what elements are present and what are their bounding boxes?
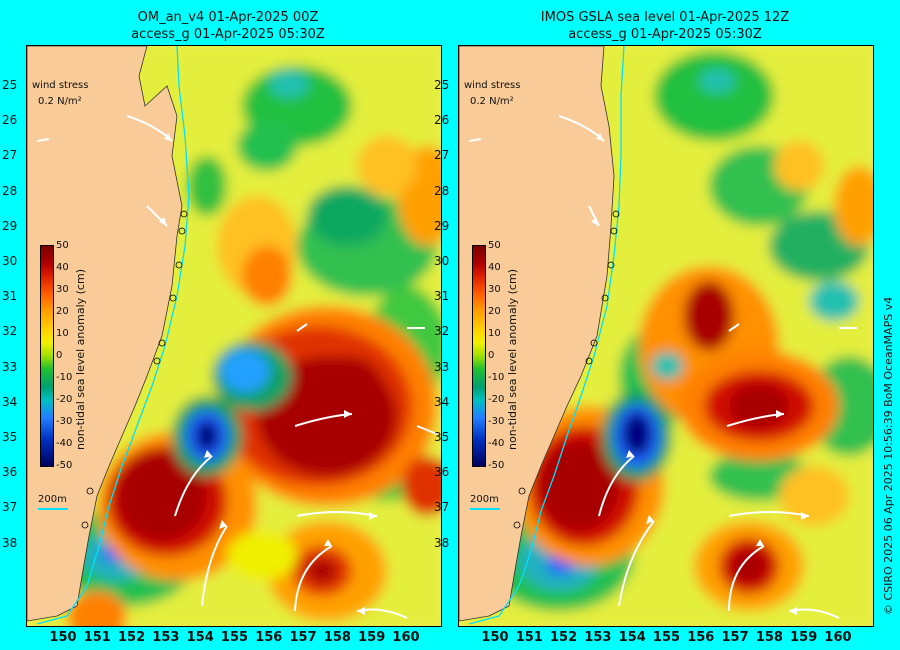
- left-lat-tick: 32: [2, 324, 18, 339]
- left-lat-tick: 30: [2, 254, 18, 268]
- right-colorbar-tick: 30: [488, 284, 501, 295]
- right-lat-tick: 31: [434, 289, 450, 304]
- right-colorbar-tick: 40: [488, 262, 501, 273]
- left-lon-tick: 150: [49, 630, 77, 645]
- left-lat-tick: 26: [2, 113, 18, 128]
- left-lat-tick: 28: [2, 183, 18, 198]
- right-lon-tick: 155: [652, 630, 681, 645]
- right-colorbar-tick: 10: [488, 328, 501, 339]
- right-lat-tick: 35: [434, 430, 450, 444]
- right-lat-tick: 30: [434, 254, 450, 268]
- right-colorbar-tick: 50: [488, 240, 501, 251]
- right-lon-tick: 152: [550, 630, 578, 645]
- left-colorbar-tick: 40: [56, 262, 69, 273]
- right-title-line2: access_g 01-Apr-2025 05:30Z: [568, 27, 762, 42]
- credit-text: © CSIRO 2025 06 Apr 2025 10:56:39 BoM Oc…: [882, 296, 895, 615]
- left-lon-tick: 159: [358, 630, 386, 645]
- right-lon-tick: 151: [515, 630, 543, 645]
- left-lat-tick: 33: [2, 359, 18, 374]
- left-lon-tick: 152: [118, 630, 146, 645]
- right-colorbar-tick: 20: [488, 306, 501, 317]
- left-colorbar-tick: 0: [56, 350, 63, 361]
- right-lat-tick: 34: [434, 394, 450, 409]
- left-colorbar-tick: -40: [56, 438, 73, 449]
- right-lon-tick: 160: [824, 630, 852, 645]
- left-title-line1: OM_an_v4 01-Apr-2025 00Z: [137, 10, 319, 25]
- left-panel-title: OM_an_v4 01-Apr-2025 00Z access_g 01-Apr…: [18, 9, 438, 43]
- right-colorbar-tick: -50: [488, 460, 505, 471]
- left-lon-tick: 156: [255, 630, 283, 645]
- left-lat-tick: 35: [2, 430, 18, 444]
- left-colorbar-title: non-tidal sea level anomaly (cm): [74, 269, 87, 450]
- right-lon-tick: 150: [481, 630, 509, 645]
- left-colorbar-tick: -10: [56, 372, 73, 383]
- left-colorbar-tick: 20: [56, 306, 69, 317]
- left-lat-tick: 29: [2, 218, 18, 233]
- left-lon-tick: 151: [83, 630, 111, 645]
- right-colorbar-title: non-tidal sea level anomaly (cm): [506, 269, 519, 450]
- right-map-panel: [458, 45, 874, 627]
- left-colorbar-tick: -30: [56, 416, 73, 427]
- right-lon-tick: 159: [790, 630, 818, 645]
- right-depth-contour-label: 200m: [470, 494, 499, 505]
- left-colorbar-tick: 10: [56, 328, 69, 339]
- right-lat-tick: 26: [434, 113, 450, 128]
- right-lon-tick: 157: [721, 630, 749, 645]
- left-colorbar-tick: -20: [56, 394, 73, 405]
- left-lat-tick: 37: [2, 500, 18, 515]
- left-lon-tick: 160: [392, 630, 420, 645]
- right-lat-tick: 29: [434, 218, 450, 233]
- right-wind-stress-label: wind stress: [464, 80, 521, 91]
- right-colorbar-tick: 0: [488, 350, 495, 361]
- left-lat-tick: 31: [2, 289, 18, 304]
- left-lon-tick: 157: [289, 630, 317, 645]
- left-lat-tick: 25: [2, 78, 18, 92]
- left-wind-stress-label: wind stress: [32, 80, 89, 91]
- right-depth-contour-swatch: [470, 508, 500, 510]
- right-lon-tick: 154: [618, 630, 646, 645]
- right-sea-level-map: [459, 46, 873, 626]
- left-colorbar-tick: 30: [56, 284, 69, 295]
- left-depth-contour-swatch: [38, 508, 68, 510]
- left-colorbar-tick: 50: [56, 240, 69, 251]
- right-lat-tick: 27: [434, 148, 450, 163]
- left-map-panel: [26, 45, 442, 627]
- right-lon-tick: 156: [687, 630, 715, 645]
- right-colorbar: [472, 245, 486, 467]
- left-lon-tick: 154: [186, 630, 214, 645]
- left-sea-level-map: [27, 46, 441, 626]
- right-lat-tick: 38: [434, 535, 450, 550]
- left-depth-contour-label: 200m: [38, 494, 67, 505]
- left-wind-stress-scale: 0.2 N/m²: [38, 96, 82, 107]
- left-lat-tick: 34: [2, 394, 18, 409]
- right-lat-tick: 37: [434, 500, 450, 515]
- right-lon-tick: 153: [584, 630, 612, 645]
- right-colorbar-tick: -20: [488, 394, 505, 405]
- right-lat-tick: 28: [434, 183, 450, 198]
- right-panel-title: IMOS GSLA sea level 01-Apr-2025 12Z acce…: [455, 9, 875, 43]
- right-colorbar-tick: -30: [488, 416, 505, 427]
- left-colorbar-tick: -50: [56, 460, 73, 471]
- right-lat-tick: 32: [434, 324, 450, 339]
- left-lat-tick: 27: [2, 148, 18, 163]
- right-wind-stress-scale: 0.2 N/m²: [470, 96, 514, 107]
- right-lat-tick: 36: [434, 465, 450, 480]
- right-lat-tick: 25: [434, 78, 450, 92]
- left-title-line2: access_g 01-Apr-2025 05:30Z: [131, 27, 325, 42]
- left-lat-tick: 38: [2, 535, 18, 550]
- left-lon-tick: 153: [152, 630, 180, 645]
- right-colorbar-tick: -10: [488, 372, 505, 383]
- right-colorbar-tick: -40: [488, 438, 505, 449]
- left-colorbar: [40, 245, 54, 467]
- right-lat-tick: 33: [434, 359, 450, 374]
- right-title-line1: IMOS GSLA sea level 01-Apr-2025 12Z: [540, 10, 790, 25]
- left-lon-tick: 155: [220, 630, 249, 645]
- right-lon-tick: 158: [755, 630, 783, 645]
- left-lat-tick: 36: [2, 465, 18, 480]
- left-lon-tick: 158: [323, 630, 351, 645]
